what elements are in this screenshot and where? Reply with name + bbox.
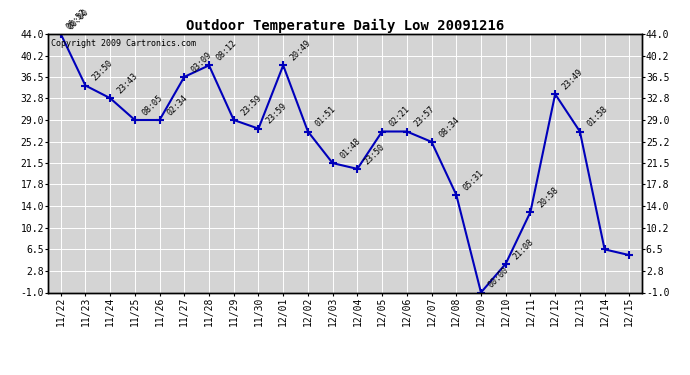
- Title: Outdoor Temperature Daily Low 20091216: Outdoor Temperature Daily Low 20091216: [186, 18, 504, 33]
- Text: 23:49: 23:49: [561, 67, 584, 92]
- Text: 21:08: 21:08: [511, 237, 535, 261]
- Text: 23:59: 23:59: [239, 93, 264, 117]
- Text: 01:51: 01:51: [313, 105, 337, 129]
- Text: 05:31: 05:31: [462, 168, 486, 192]
- Text: 08:05: 08:05: [140, 93, 164, 117]
- Text: 01:48: 01:48: [338, 136, 362, 160]
- Text: 20:58: 20:58: [536, 185, 560, 209]
- Text: 01:58: 01:58: [585, 105, 609, 129]
- Text: 08:12: 08:12: [215, 39, 239, 63]
- Text: 23:50: 23:50: [363, 142, 387, 166]
- Text: 02:34: 02:34: [165, 93, 189, 117]
- Text: 00:00: 00:00: [486, 266, 511, 290]
- Text: 03:09: 03:09: [190, 50, 214, 74]
- Text: 08:34: 08:34: [437, 115, 461, 139]
- Text: 23:59: 23:59: [264, 102, 288, 126]
- Text: Copyright 2009 Cartronics.com: Copyright 2009 Cartronics.com: [51, 39, 196, 48]
- Text: 02:21: 02:21: [388, 105, 412, 129]
- Text: 00:00: 00:00: [66, 7, 90, 31]
- Text: 23:50: 23:50: [91, 58, 115, 83]
- Text: 23:57: 23:57: [413, 105, 436, 129]
- Text: 23:43: 23:43: [116, 71, 139, 95]
- Text: 20:49: 20:49: [288, 39, 313, 63]
- Text: 06:52: 06:52: [65, 7, 89, 31]
